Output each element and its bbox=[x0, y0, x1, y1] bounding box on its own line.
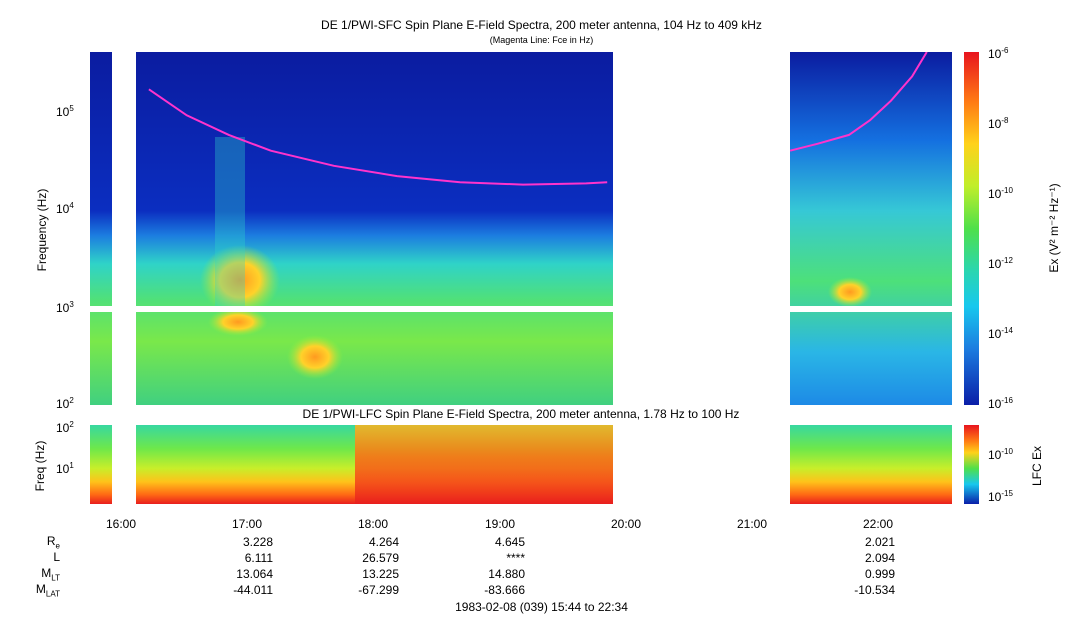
ephemeris-value: 13.064 bbox=[236, 567, 273, 581]
fce-line bbox=[148, 52, 928, 186]
x-tick-label: 16:00 bbox=[106, 517, 137, 531]
ephemeris-value: -44.011 bbox=[233, 583, 273, 597]
sfc-spectrogram bbox=[90, 52, 952, 405]
lfc-y-axis-label: Freq (Hz) bbox=[33, 440, 47, 492]
lfc-title: DE 1/PWI-LFC Spin Plane E-Field Spectra,… bbox=[302, 407, 740, 421]
ephemeris-value: -67.299 bbox=[358, 583, 399, 597]
sfc-y-tick: 102 bbox=[56, 396, 74, 411]
ephemeris-value: 3.228 bbox=[242, 535, 273, 549]
ephemeris-value: -83.666 bbox=[484, 583, 525, 597]
lfc-intense-region bbox=[355, 425, 613, 504]
x-tick-label: 19:00 bbox=[485, 517, 516, 531]
lfc-y-tick: 101 bbox=[56, 461, 74, 476]
fce-line-segment bbox=[789, 52, 928, 152]
x-tick-label: 20:00 bbox=[611, 517, 642, 531]
fce-line-segment bbox=[148, 88, 608, 186]
sfc-y-axis-label: Frequency (Hz) bbox=[35, 188, 49, 272]
x-tick-label: 22:00 bbox=[863, 517, 894, 531]
ephemeris-value: 2.021 bbox=[864, 535, 895, 549]
ephemeris-value: -10.534 bbox=[854, 583, 895, 597]
lfc-colorbar-label: LFC Ex bbox=[1030, 446, 1044, 487]
x-tick-label: 21:00 bbox=[737, 517, 768, 531]
data-gap bbox=[112, 52, 136, 405]
lfc-colorbar bbox=[964, 425, 979, 504]
data-gap bbox=[613, 52, 790, 405]
data-gap bbox=[112, 425, 136, 504]
x-tick-label: 17:00 bbox=[232, 517, 263, 531]
colorbar-tick: 10-10 bbox=[988, 447, 1013, 462]
colorbar-tick: 10-12 bbox=[988, 256, 1013, 271]
colorbar-tick: 10-10 bbox=[988, 186, 1013, 201]
sfc-colorbar bbox=[964, 52, 979, 405]
sfc-y-tick: 105 bbox=[56, 104, 74, 119]
time-range-footer: 1983-02-08 (039) 15:44 to 22:34 bbox=[455, 600, 628, 614]
colorbar-tick: 10-14 bbox=[988, 326, 1013, 341]
sfc-colorbar-label: Ex (V² m⁻² Hz⁻¹) bbox=[1047, 183, 1061, 273]
ephemeris-label-l: L bbox=[53, 550, 60, 564]
chart-subtitle: (Magenta Line: Fce in Hz) bbox=[489, 35, 594, 45]
colorbar-tick: 10-6 bbox=[988, 46, 1009, 61]
colorbar-tick: 10-16 bbox=[988, 396, 1013, 411]
sfc-spectrogram-svg bbox=[90, 52, 952, 405]
ephemeris-value: 0.999 bbox=[864, 567, 895, 581]
data-gap bbox=[613, 425, 790, 504]
colorbar-tick: 10-15 bbox=[988, 489, 1013, 504]
x-tick-label: 18:00 bbox=[358, 517, 389, 531]
lfc-y-tick: 102 bbox=[56, 420, 74, 435]
sfc-y-tick: 104 bbox=[56, 201, 74, 216]
ephemeris-value: 6.111 bbox=[244, 551, 273, 565]
ephemeris-value: 2.094 bbox=[864, 551, 895, 565]
chart-title: DE 1/PWI-SFC Spin Plane E-Field Spectra,… bbox=[321, 18, 762, 32]
ephemeris-label-mlt: MLT bbox=[41, 566, 60, 583]
ephemeris-value: 13.225 bbox=[362, 567, 399, 581]
ephemeris-value: 14.880 bbox=[488, 567, 525, 581]
ephemeris-value: 26.579 bbox=[362, 551, 399, 565]
ephemeris-value: 4.645 bbox=[494, 535, 525, 549]
ephemeris-value: 4.264 bbox=[368, 535, 399, 549]
ephemeris-value: **** bbox=[506, 551, 525, 565]
sfc-y-tick: 103 bbox=[56, 300, 74, 315]
colorbar-tick: 10-8 bbox=[988, 116, 1009, 131]
ephemeris-label-mlat: MLAT bbox=[35, 582, 60, 599]
ephemeris-label-re: Re bbox=[46, 534, 60, 551]
lfc-spectrogram bbox=[90, 425, 952, 504]
band-separator bbox=[90, 306, 952, 312]
